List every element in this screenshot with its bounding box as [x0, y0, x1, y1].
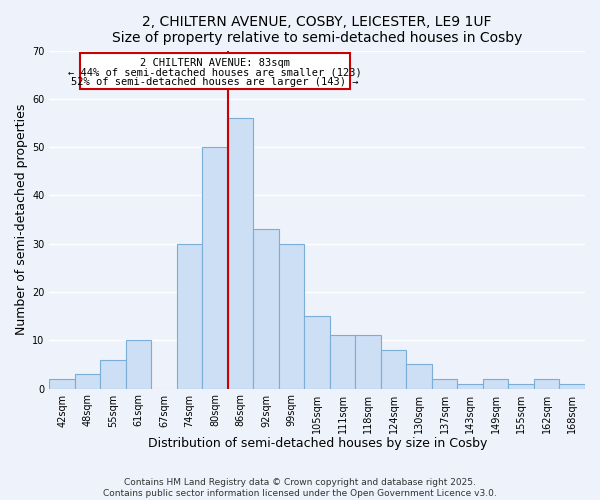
Bar [126, 340, 151, 388]
Bar [304, 316, 330, 388]
Bar [457, 384, 483, 388]
Bar [355, 336, 381, 388]
Bar [534, 379, 559, 388]
Bar [406, 364, 432, 388]
Text: ← 44% of semi-detached houses are smaller (123): ← 44% of semi-detached houses are smalle… [68, 68, 362, 78]
Bar [49, 379, 75, 388]
Bar [483, 379, 508, 388]
Bar [100, 360, 126, 388]
Text: 52% of semi-detached houses are larger (143) →: 52% of semi-detached houses are larger (… [71, 77, 359, 87]
Text: Contains HM Land Registry data © Crown copyright and database right 2025.
Contai: Contains HM Land Registry data © Crown c… [103, 478, 497, 498]
X-axis label: Distribution of semi-detached houses by size in Cosby: Distribution of semi-detached houses by … [148, 437, 487, 450]
Bar [508, 384, 534, 388]
Bar [330, 336, 355, 388]
Bar [253, 229, 279, 388]
Bar [202, 147, 228, 388]
Text: 2 CHILTERN AVENUE: 83sqm: 2 CHILTERN AVENUE: 83sqm [140, 58, 290, 68]
Title: 2, CHILTERN AVENUE, COSBY, LEICESTER, LE9 1UF
Size of property relative to semi-: 2, CHILTERN AVENUE, COSBY, LEICESTER, LE… [112, 15, 523, 45]
Bar [432, 379, 457, 388]
Bar [279, 244, 304, 388]
Y-axis label: Number of semi-detached properties: Number of semi-detached properties [15, 104, 28, 336]
Bar [177, 244, 202, 388]
Bar [381, 350, 406, 389]
Bar [228, 118, 253, 388]
FancyBboxPatch shape [80, 53, 350, 89]
Bar [559, 384, 585, 388]
Bar [75, 374, 100, 388]
